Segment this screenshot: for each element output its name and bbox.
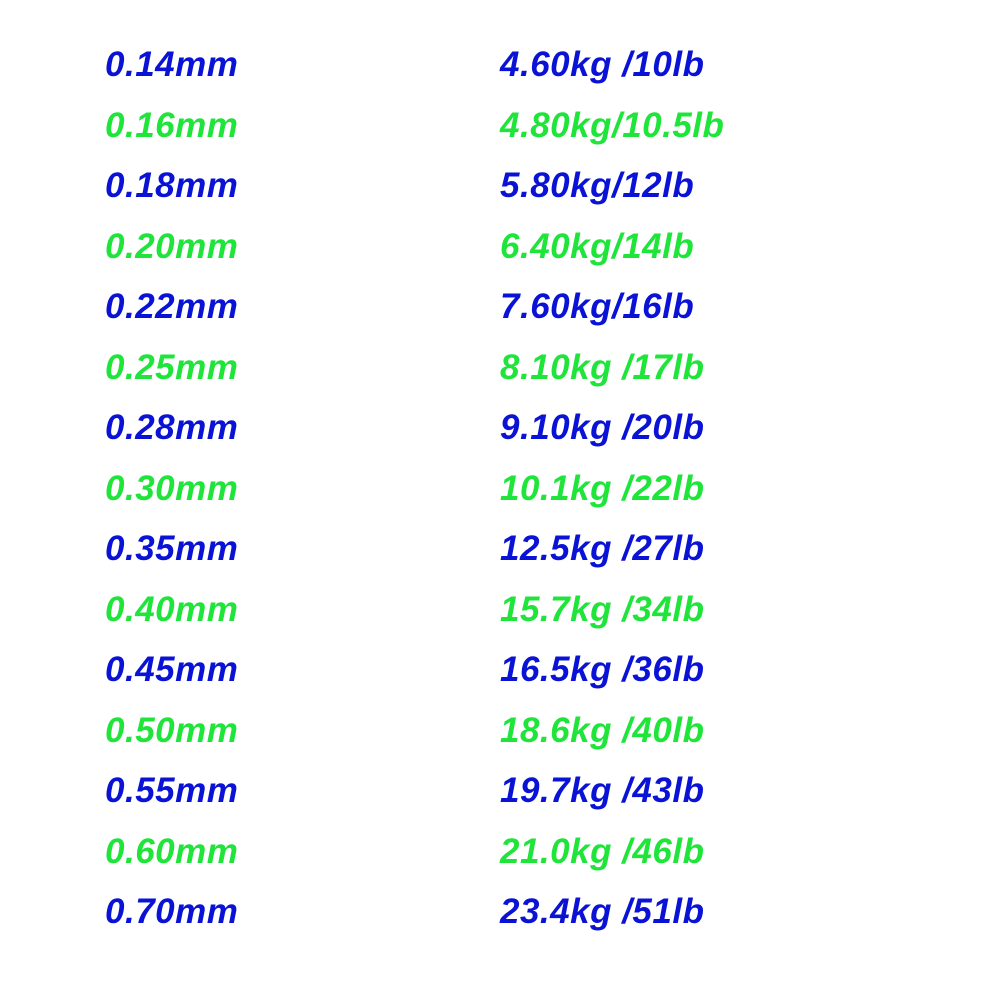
diameter-value: 0.25mm bbox=[105, 348, 500, 388]
table-row: 0.20mm 6.40kg/14lb bbox=[105, 227, 940, 288]
strength-value: 9.10kg /20lb bbox=[500, 408, 940, 448]
diameter-value: 0.14mm bbox=[105, 45, 500, 85]
table-row: 0.45mm 16.5kg /36lb bbox=[105, 650, 940, 711]
strength-value: 16.5kg /36lb bbox=[500, 650, 940, 690]
table-row: 0.60mm 21.0kg /46lb bbox=[105, 832, 940, 893]
diameter-value: 0.50mm bbox=[105, 711, 500, 751]
table-row: 0.22mm 7.60kg/16lb bbox=[105, 287, 940, 348]
diameter-value: 0.22mm bbox=[105, 287, 500, 327]
table-row: 0.35mm 12.5kg /27lb bbox=[105, 529, 940, 590]
strength-value: 12.5kg /27lb bbox=[500, 529, 940, 569]
table-row: 0.30mm 10.1kg /22lb bbox=[105, 469, 940, 530]
strength-value: 19.7kg /43lb bbox=[500, 771, 940, 811]
diameter-value: 0.16mm bbox=[105, 106, 500, 146]
diameter-value: 0.45mm bbox=[105, 650, 500, 690]
strength-value: 21.0kg /46lb bbox=[500, 832, 940, 872]
diameter-value: 0.40mm bbox=[105, 590, 500, 630]
diameter-value: 0.55mm bbox=[105, 771, 500, 811]
table-row: 0.25mm 8.10kg /17lb bbox=[105, 348, 940, 409]
strength-value: 4.80kg/10.5lb bbox=[500, 106, 940, 146]
table-row: 0.70mm 23.4kg /51lb bbox=[105, 892, 940, 953]
strength-value: 15.7kg /34lb bbox=[500, 590, 940, 630]
strength-value: 4.60kg /10lb bbox=[500, 45, 940, 85]
table-row: 0.14mm 4.60kg /10lb bbox=[105, 45, 940, 106]
strength-value: 23.4kg /51lb bbox=[500, 892, 940, 932]
table-row: 0.40mm 15.7kg /34lb bbox=[105, 590, 940, 651]
spec-table: 0.14mm 4.60kg /10lb 0.16mm 4.80kg/10.5lb… bbox=[0, 0, 1000, 953]
diameter-value: 0.28mm bbox=[105, 408, 500, 448]
diameter-value: 0.60mm bbox=[105, 832, 500, 872]
strength-value: 5.80kg/12lb bbox=[500, 166, 940, 206]
table-row: 0.16mm 4.80kg/10.5lb bbox=[105, 106, 940, 167]
table-row: 0.28mm 9.10kg /20lb bbox=[105, 408, 940, 469]
strength-value: 7.60kg/16lb bbox=[500, 287, 940, 327]
diameter-value: 0.20mm bbox=[105, 227, 500, 267]
diameter-value: 0.70mm bbox=[105, 892, 500, 932]
diameter-value: 0.30mm bbox=[105, 469, 500, 509]
strength-value: 8.10kg /17lb bbox=[500, 348, 940, 388]
diameter-value: 0.35mm bbox=[105, 529, 500, 569]
strength-value: 6.40kg/14lb bbox=[500, 227, 940, 267]
table-row: 0.55mm 19.7kg /43lb bbox=[105, 771, 940, 832]
table-row: 0.18mm 5.80kg/12lb bbox=[105, 166, 940, 227]
strength-value: 18.6kg /40lb bbox=[500, 711, 940, 751]
strength-value: 10.1kg /22lb bbox=[500, 469, 940, 509]
table-row: 0.50mm 18.6kg /40lb bbox=[105, 711, 940, 772]
diameter-value: 0.18mm bbox=[105, 166, 500, 206]
